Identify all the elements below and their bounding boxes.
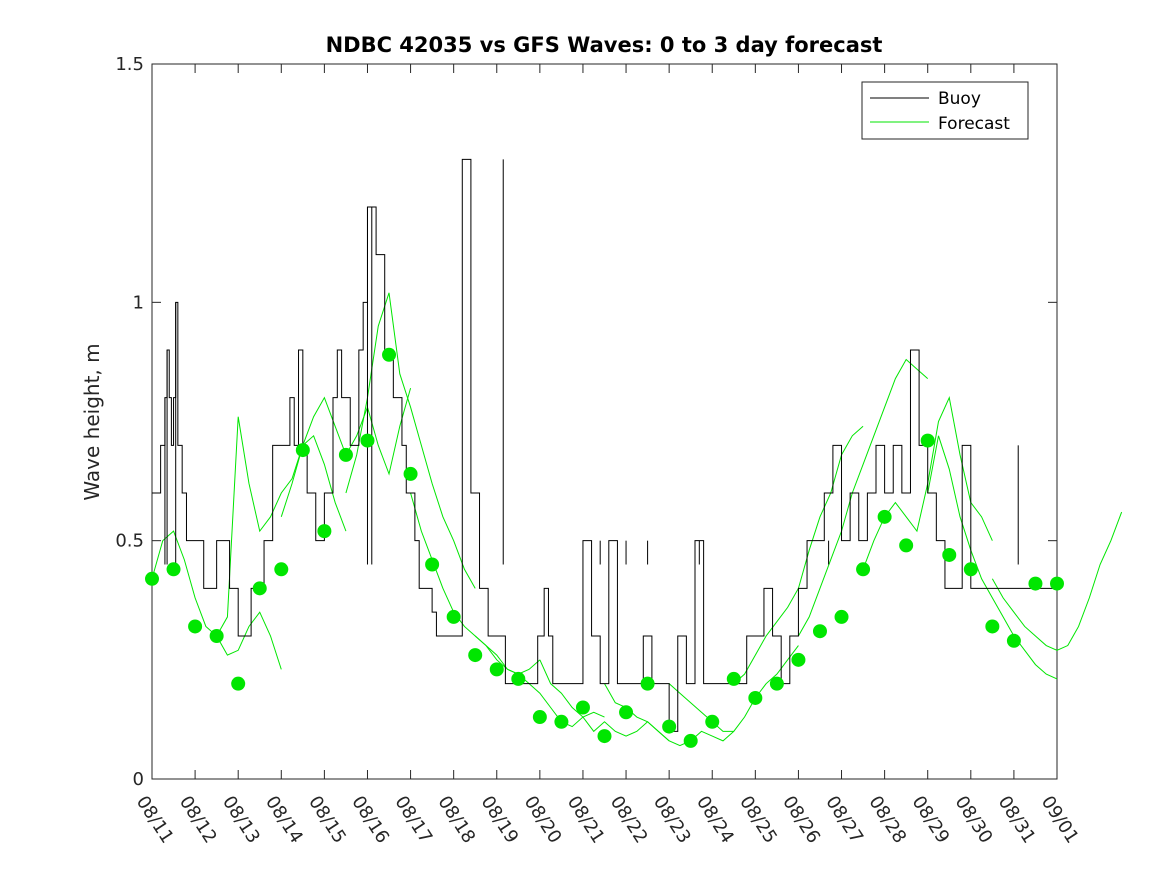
forecast-marker xyxy=(295,443,310,458)
forecast-marker xyxy=(856,562,871,577)
forecast-run-line-12 xyxy=(927,435,1058,680)
forecast-marker xyxy=(511,671,526,686)
buoy-line xyxy=(152,158,1057,732)
legend-forecast-label: Forecast xyxy=(938,114,1010,134)
forecast-marker xyxy=(209,629,224,643)
forecast-marker xyxy=(985,619,1000,634)
forecast-marker xyxy=(446,609,461,624)
forecast-marker xyxy=(683,733,698,748)
forecast-marker xyxy=(575,700,590,715)
forecast-marker xyxy=(338,447,353,462)
forecast-marker xyxy=(145,571,159,586)
y-tick-label: 1 xyxy=(133,292,144,313)
forecast-marker xyxy=(963,562,978,577)
plot-area xyxy=(145,63,1123,780)
y-tick-label: 1.5 xyxy=(115,54,144,75)
forecast-marker xyxy=(1028,576,1043,591)
forecast-marker xyxy=(791,652,806,667)
forecast-marker xyxy=(619,705,634,720)
legend-buoy-label: Buoy xyxy=(938,89,981,109)
forecast-marker xyxy=(382,347,397,362)
forecast-marker xyxy=(188,619,203,634)
forecast-marker xyxy=(726,671,741,686)
forecast-marker xyxy=(403,466,418,481)
forecast-marker xyxy=(899,538,914,553)
forecast-marker xyxy=(812,624,827,639)
y-tick-label: 0.5 xyxy=(115,531,144,552)
forecast-marker xyxy=(1006,633,1021,648)
forecast-marker xyxy=(705,714,720,729)
forecast-marker xyxy=(640,676,655,691)
forecast-run-line-13 xyxy=(991,511,1123,651)
forecast-marker xyxy=(532,710,547,725)
forecast-marker xyxy=(877,509,892,524)
forecast-marker xyxy=(425,557,440,572)
forecast-marker xyxy=(317,524,332,539)
forecast-marker xyxy=(274,562,289,577)
forecast-marker xyxy=(920,433,935,448)
y-axis-label: Wave height, m xyxy=(80,343,104,500)
forecast-marker xyxy=(489,662,504,677)
forecast-marker xyxy=(662,719,677,734)
forecast-marker xyxy=(231,676,246,691)
forecast-marker xyxy=(554,714,569,729)
forecast-marker xyxy=(252,581,267,596)
y-tick-label: 0 xyxy=(133,769,144,790)
forecast-marker xyxy=(1050,576,1064,591)
forecast-marker xyxy=(360,433,375,448)
legend: Buoy Forecast xyxy=(861,81,1029,140)
forecast-marker xyxy=(834,609,849,624)
forecast-marker xyxy=(468,648,483,663)
y-axis-ticks: 0 0.5 1 1.5 xyxy=(115,54,1057,790)
forecast-marker xyxy=(748,690,763,705)
chart-title: NDBC 42035 vs GFS Waves: 0 to 3 day fore… xyxy=(326,33,883,57)
forecast-run-line-8 xyxy=(668,645,799,732)
legend-box xyxy=(861,81,1029,140)
forecast-marker xyxy=(597,729,612,744)
forecast-marker xyxy=(769,676,784,691)
forecast-marker xyxy=(942,547,957,562)
axes-box xyxy=(151,63,1058,780)
forecast-run-line-1 xyxy=(216,416,347,637)
forecast-run-line-10 xyxy=(797,358,929,637)
forecast-marker xyxy=(166,562,181,577)
